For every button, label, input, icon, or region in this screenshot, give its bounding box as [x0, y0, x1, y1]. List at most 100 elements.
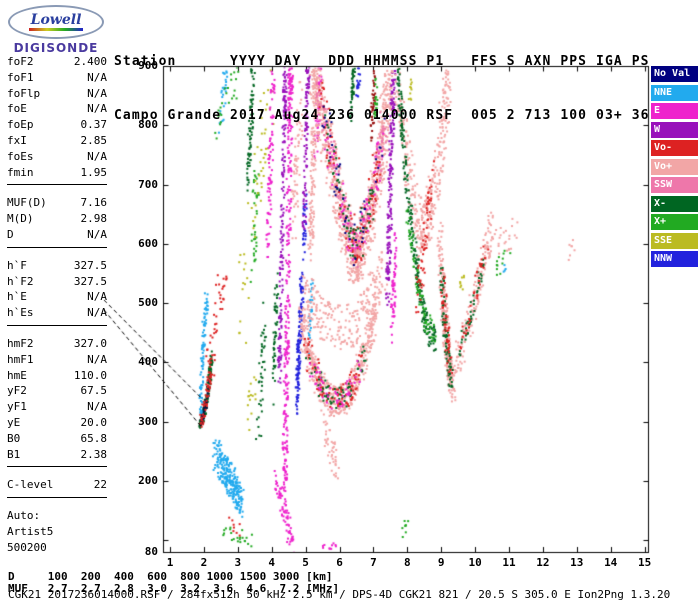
param-separator [7, 184, 107, 186]
legend-item-vo-: Vo- [651, 140, 698, 156]
param-label: yF1 [7, 400, 27, 414]
param-label: yE [7, 415, 21, 429]
param-row-foe: foE N/A [7, 101, 107, 117]
param-label: fmin [7, 165, 34, 179]
param-value: N/A [87, 70, 107, 84]
param-separator [7, 324, 107, 326]
legend-item-x+: X+ [651, 214, 698, 230]
param-separator [7, 246, 107, 248]
legend-item-sse: SSE [651, 232, 698, 249]
param-label: foEs [7, 149, 34, 163]
param-value: N/A [87, 352, 107, 366]
param-row-foep: foEp 0.37 [7, 117, 107, 133]
x-tick-label-12: 12 [536, 556, 550, 569]
legend-item-nne: NNE [651, 84, 698, 101]
x-tick-label-5: 5 [302, 556, 309, 569]
param-label: h`E [7, 290, 27, 304]
param-value: 2.38 [80, 447, 108, 461]
param-value: N/A [87, 400, 107, 414]
param-value: 110.0 [73, 368, 107, 382]
param-label: foE [7, 102, 27, 116]
param-row-h-f: h`F 327.5 [7, 258, 107, 274]
param-value: 2.400 [73, 55, 107, 68]
param-row-ye: yE 20.0 [7, 415, 107, 431]
param-label: Artist5 [7, 524, 54, 538]
param-value: 327.5 [73, 274, 107, 288]
y-tick-label-500: 500 [138, 296, 158, 310]
param-label: h`F [7, 258, 27, 272]
param-row-c-level: C-level 22 [7, 477, 107, 493]
param-label: C-level [7, 478, 54, 492]
param-row-h-f2: h`F2 327.5 [7, 274, 107, 290]
param-row-hmf1: hmF1 N/A [7, 352, 107, 368]
param-label: h`Es [7, 306, 34, 320]
x-tick-label-13: 13 [570, 556, 584, 569]
param-row-yf2: yF2 67.5 [7, 383, 107, 399]
param-row-auto-: Auto: [7, 508, 107, 524]
x-tick-label-15: 15 [637, 556, 652, 569]
logo-oval: Lowell [8, 5, 104, 39]
param-label: 500200 [7, 540, 47, 554]
param-row-b1: B1 2.38 [7, 447, 107, 463]
param-label: hmE [7, 368, 27, 382]
y-tick-label-800: 800 [138, 118, 158, 132]
param-label: MUF(D) [7, 196, 47, 210]
x-tick-label-3: 3 [234, 556, 242, 569]
param-row-foflp: foFlp N/A [7, 86, 107, 102]
param-row-h-e: h`E N/A [7, 289, 107, 305]
x-tick-label-1: 1 [166, 556, 174, 569]
param-value: 1.95 [80, 165, 108, 179]
y-tick-label-600: 600 [138, 236, 158, 250]
y-tick-label-80: 80 [144, 545, 158, 558]
param-row-hme: hmE 110.0 [7, 368, 107, 384]
param-value: 2.85 [80, 133, 108, 147]
param-label: hmF2 [7, 336, 34, 350]
param-label: M(D) [7, 212, 34, 226]
param-row-d: D N/A [7, 227, 107, 243]
header-field-values: Campo Grande 2017 Aug24 236 014000 RSF 0… [114, 108, 650, 123]
legend-item-e: E [651, 103, 698, 119]
param-label: hmF1 [7, 352, 34, 366]
file-info-line: CGK21_2017236014000.RSF / 284fx512h 50 k… [8, 588, 671, 600]
logo-spectrum-bar [29, 28, 83, 31]
param-value: N/A [87, 227, 107, 241]
param-label: foEp [7, 118, 34, 132]
param-value: 327.5 [73, 258, 107, 272]
x-tick-label-14: 14 [604, 556, 618, 569]
param-row-fxi: fxI 2.85 [7, 133, 107, 149]
x-tick-label-2: 2 [200, 556, 208, 569]
y-tick-label-200: 200 [138, 473, 158, 487]
x-tick-label-8: 8 [403, 556, 411, 569]
param-label: B1 [7, 447, 21, 461]
x-tick-label-9: 9 [437, 556, 445, 569]
logo-digisonde-text: DIGISONDE [13, 41, 99, 55]
param-value: N/A [87, 149, 107, 163]
echo-direction-legend: No Val NNE E W Vo- Vo+ SSW X- X+ SSE NNW [651, 66, 698, 270]
param-separator [7, 497, 107, 499]
legend-item-x-: X- [651, 195, 698, 212]
legend-item-no-val: No Val [651, 66, 698, 82]
header-field-names: Station YYYY DAY DDD HHMMSS P1 FFS S AXN… [114, 54, 650, 69]
param-value: 7.16 [80, 196, 108, 210]
param-value: 2.98 [80, 212, 108, 226]
param-row-fof1: foF1 N/A [7, 70, 107, 86]
param-value: 65.8 [80, 431, 108, 445]
param-label: h`F2 [7, 274, 34, 288]
param-row-artist5: Artist5 [7, 524, 107, 540]
legend-item-nnw: NNW [651, 251, 698, 267]
param-label: yF2 [7, 384, 27, 398]
param-value: 20.0 [80, 415, 108, 429]
param-label: fxI [7, 133, 27, 147]
param-label: foF2 [7, 55, 34, 68]
param-row-hmf2: hmF2 327.0 [7, 336, 107, 352]
y-tick-label-900: 900 [138, 59, 158, 72]
param-row-fof2: foF2 2.400 [7, 54, 107, 70]
param-value: 0.37 [80, 118, 108, 132]
legend-item-w: W [651, 121, 698, 138]
y-tick-label-400: 400 [138, 355, 158, 369]
y-tick-label-700: 700 [138, 177, 158, 191]
param-value: N/A [87, 306, 107, 320]
param-label: Auto: [7, 509, 41, 523]
param-value: N/A [87, 290, 107, 304]
